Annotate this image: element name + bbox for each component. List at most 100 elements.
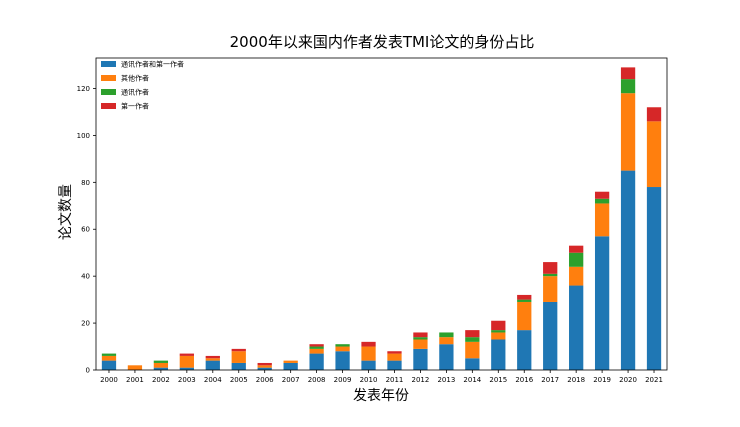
bar-segment-2008-series-2 xyxy=(309,348,324,354)
bar-segment-2018-series-1 xyxy=(569,285,584,370)
bar-segment-2002-series-2 xyxy=(153,362,169,368)
y-tick-label-80: 80 xyxy=(81,179,90,187)
bar-segment-2011-series-4 xyxy=(387,351,402,354)
bar-segment-2000-series-2 xyxy=(101,355,117,361)
x-tick-label-2016: 2016 xyxy=(515,376,533,384)
bar-segment-2012-series-2 xyxy=(413,339,428,349)
bar-segment-2015-series-4 xyxy=(491,320,506,331)
bar-segment-2017-series-4 xyxy=(543,262,558,274)
x-tick-label-2006: 2006 xyxy=(256,376,274,384)
bar-segment-2014-series-3 xyxy=(465,337,480,342)
bar-segment-2016-series-2 xyxy=(517,301,532,331)
bar-segment-2021-series-2 xyxy=(646,121,662,188)
bar-segment-2020-series-2 xyxy=(620,93,636,171)
y-tick-label-20: 20 xyxy=(81,320,90,328)
bar-segment-2003-series-4 xyxy=(179,353,194,356)
bar-segment-2012-series-1 xyxy=(413,348,428,370)
legend-swatch-4 xyxy=(101,103,116,109)
y-tick-label-0: 0 xyxy=(86,367,90,375)
x-tick-label-2004: 2004 xyxy=(204,376,222,384)
x-tick-label-2018: 2018 xyxy=(567,376,585,384)
x-tick-label-2017: 2017 xyxy=(541,376,559,384)
bar-segment-2020-series-3 xyxy=(620,79,636,94)
bar-segment-2011-series-2 xyxy=(387,353,402,361)
x-tick-label-2013: 2013 xyxy=(437,376,455,384)
y-axis-label: 论文数量 xyxy=(58,184,74,240)
plot-frame xyxy=(95,57,668,371)
bar-segment-2017-series-3 xyxy=(543,273,558,277)
bar-segment-2018-series-3 xyxy=(569,252,584,267)
bar-segment-2017-series-2 xyxy=(543,276,558,302)
x-tick-label-2009: 2009 xyxy=(334,376,352,384)
x-tick-label-2015: 2015 xyxy=(489,376,507,384)
bar-segment-2015-series-3 xyxy=(491,330,506,333)
x-tick-label-2003: 2003 xyxy=(178,376,196,384)
bar-segment-2015-series-2 xyxy=(491,332,506,340)
bar-segment-2005-series-2 xyxy=(231,351,246,363)
x-tick-label-2020: 2020 xyxy=(619,376,637,384)
bar-segment-2021-series-1 xyxy=(646,187,662,370)
legend-label-1: 通讯作者和第一作者 xyxy=(121,60,184,69)
bar-segment-2020-series-1 xyxy=(620,170,636,370)
x-tick-label-2011: 2011 xyxy=(386,376,404,384)
bar-segment-2006-series-2 xyxy=(257,365,272,368)
bar-segment-2019-series-4 xyxy=(594,191,610,199)
bar-segment-2018-series-4 xyxy=(569,245,584,253)
bar-segment-2007-series-2 xyxy=(283,360,298,363)
bar-segment-2005-series-4 xyxy=(231,348,246,352)
bar-segment-2009-series-3 xyxy=(335,344,350,347)
y-tick-label-40: 40 xyxy=(81,273,90,281)
x-tick-label-2021: 2021 xyxy=(645,376,663,384)
legend-swatch-3 xyxy=(101,89,116,95)
bar-segment-2020-series-4 xyxy=(620,67,636,80)
bar-segment-2012-series-4 xyxy=(413,332,428,338)
y-tick-label-100: 100 xyxy=(77,132,90,140)
bar-segment-2009-series-1 xyxy=(335,351,350,370)
bar-segment-2019-series-1 xyxy=(594,236,610,370)
x-tick-label-2012: 2012 xyxy=(412,376,430,384)
bar-segment-2004-series-2 xyxy=(205,358,220,361)
bar-segment-2004-series-1 xyxy=(205,360,220,370)
axes-layer: 2000 2001 2002 2003 2004 2005 2006 2007 2008 2009… xyxy=(77,57,668,384)
bar-segment-2019-series-2 xyxy=(594,203,610,237)
bar-segment-2005-series-1 xyxy=(231,362,246,370)
bar-segment-2012-series-3 xyxy=(413,337,428,340)
bar-segment-2016-series-1 xyxy=(517,330,532,370)
bar-segment-2008-series-4 xyxy=(309,344,324,347)
x-tick-label-2005: 2005 xyxy=(230,376,248,384)
legend-label-4: 第一作者 xyxy=(121,102,149,111)
bar-segment-2009-series-2 xyxy=(335,346,350,352)
chart-title: 2000年以来国内作者发表TMI论文的身份占比 xyxy=(230,33,535,51)
bar-segment-2008-series-3 xyxy=(309,346,324,349)
legend-label-3: 通讯作者 xyxy=(121,88,149,97)
y-tick-label-120: 120 xyxy=(77,85,90,93)
legend-swatch-1 xyxy=(101,61,116,67)
x-tick-label-2014: 2014 xyxy=(463,376,481,384)
bar-segment-2017-series-1 xyxy=(543,301,558,370)
bar-segment-2018-series-2 xyxy=(569,266,584,286)
bar-segment-2013-series-2 xyxy=(439,337,454,345)
bars-layer xyxy=(101,67,662,370)
x-axis-label: 发表年份 xyxy=(353,388,409,404)
x-tick-label-2000: 2000 xyxy=(100,376,118,384)
bar-segment-2014-series-2 xyxy=(465,341,480,359)
bar-segment-2001-series-2 xyxy=(127,365,143,370)
x-tick-label-2002: 2002 xyxy=(152,376,170,384)
bar-segment-2003-series-2 xyxy=(179,355,194,368)
bar-segment-2014-series-4 xyxy=(465,330,480,338)
bar-segment-2010-series-4 xyxy=(361,341,376,347)
x-tick-label-2008: 2008 xyxy=(308,376,326,384)
bar-segment-2010-series-1 xyxy=(361,360,376,370)
bar-segment-2021-series-4 xyxy=(646,107,662,122)
bar-segment-2007-series-1 xyxy=(283,362,298,370)
bar-segment-2016-series-3 xyxy=(517,299,532,302)
bar-segment-2006-series-1 xyxy=(257,367,272,370)
bar-segment-2004-series-4 xyxy=(205,355,220,359)
x-tick-label-2019: 2019 xyxy=(593,376,611,384)
bar-segment-2019-series-3 xyxy=(594,198,610,204)
bar-segment-2000-series-1 xyxy=(101,360,117,370)
bar-segment-2015-series-1 xyxy=(491,339,506,370)
bar-segment-2014-series-1 xyxy=(465,358,480,370)
